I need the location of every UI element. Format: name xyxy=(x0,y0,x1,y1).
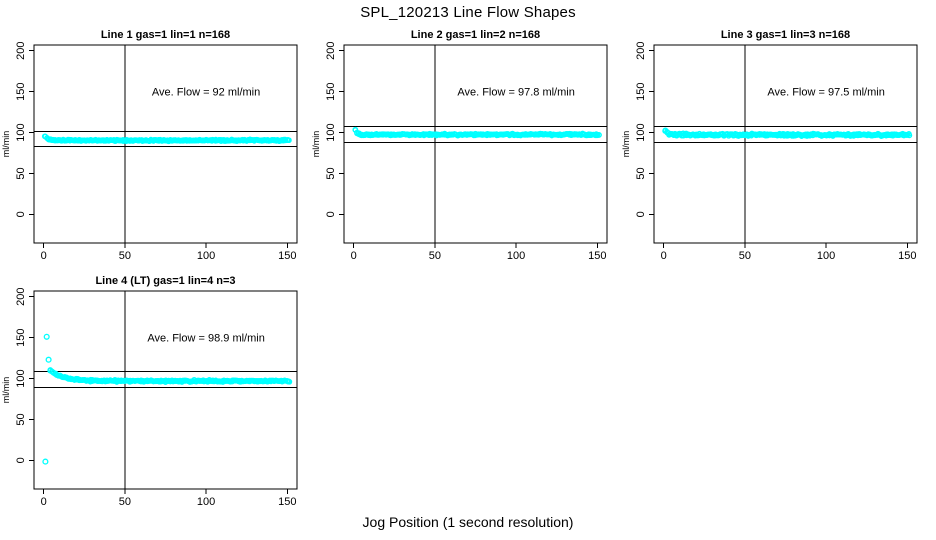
y-tick-label: 50 xyxy=(325,167,337,179)
ave-flow-annotation: Ave. Flow = 92 ml/min xyxy=(152,87,260,99)
x-tick-label: 0 xyxy=(41,496,47,506)
panel-line-3: Line 3 gas=1 lin=3 n=168 0 50 100 150 0 50 100 1… xyxy=(621,29,918,260)
ave-flow-annotation: Ave. Flow = 97.8 ml/min xyxy=(457,87,574,99)
y-tick-label: 150 xyxy=(15,82,27,100)
y-tick-label: 200 xyxy=(325,42,337,60)
panel-title: Line 2 gas=1 lin=2 n=168 xyxy=(411,29,540,41)
x-tick-label: 50 xyxy=(119,496,131,506)
y-tick-label: 0 xyxy=(325,211,337,217)
x-axis-caption: Jog Position (1 second resolution) xyxy=(362,514,574,530)
y-tick-label: 150 xyxy=(635,82,647,100)
x-tick-label: 150 xyxy=(588,250,606,260)
y-tick-label: 200 xyxy=(635,42,647,60)
data-points xyxy=(41,133,292,145)
panel-title: Line 4 (LT) gas=1 lin=4 n=3 xyxy=(95,275,235,287)
panel-line-1: Line 1 gas=1 lin=1 n=168 0 50 100 150 0 50 100 1… xyxy=(1,29,298,260)
x-tick-label: 150 xyxy=(278,496,296,506)
data-points xyxy=(662,127,913,139)
panel-title: Line 1 gas=1 lin=1 n=168 xyxy=(101,29,230,41)
panel-line-2: Line 2 gas=1 lin=2 n=168 0 50 100 150 0 50 100 1… xyxy=(311,29,608,260)
y-tick-label: 100 xyxy=(15,123,27,141)
y-tick-label: 50 xyxy=(15,413,27,425)
y-tick-label: 50 xyxy=(15,167,27,179)
y-axis-ticks: 0 50 100 150 200 xyxy=(15,42,34,217)
x-tick-label: 50 xyxy=(119,250,131,260)
y-axis-label: ml/min xyxy=(1,131,11,158)
x-tick-label: 100 xyxy=(197,250,215,260)
x-axis-ticks: 0 50 100 150 xyxy=(41,243,296,260)
ave-flow-annotation: Ave. Flow = 97.5 ml/min xyxy=(767,87,884,99)
panel-title: Line 3 gas=1 lin=3 n=168 xyxy=(721,29,850,41)
outlier-point xyxy=(42,458,49,465)
y-tick-label: 50 xyxy=(635,167,647,179)
x-axis-ticks: 0 50 100 150 xyxy=(351,243,606,260)
y-axis-label: ml/min xyxy=(621,131,631,158)
y-tick-label: 150 xyxy=(325,82,337,100)
ave-flow-annotation: Ave. Flow = 98.9 ml/min xyxy=(147,333,264,345)
outlier-point xyxy=(43,333,50,340)
plot-box xyxy=(343,44,608,244)
outlier-point xyxy=(45,356,52,363)
y-tick-label: 200 xyxy=(15,42,27,60)
x-tick-label: 150 xyxy=(278,250,296,260)
y-tick-label: 0 xyxy=(15,211,27,217)
x-tick-label: 0 xyxy=(351,250,357,260)
panel-line-4: Line 4 (LT) gas=1 lin=4 n=3 0 50 100 150 0 50 1… xyxy=(1,275,298,506)
x-tick-label: 0 xyxy=(41,250,47,260)
y-axis-ticks: 0 50 100 150 200 xyxy=(15,288,34,463)
x-tick-label: 150 xyxy=(898,250,916,260)
x-tick-label: 50 xyxy=(429,250,441,260)
x-tick-label: 100 xyxy=(817,250,835,260)
plot-box xyxy=(33,290,298,490)
y-tick-label: 150 xyxy=(15,328,27,346)
y-axis-label: ml/min xyxy=(1,377,11,404)
y-axis-ticks: 0 50 100 150 200 xyxy=(635,42,654,217)
y-axis-label: ml/min xyxy=(311,131,321,158)
plot-box xyxy=(653,44,918,244)
x-axis-ticks: 0 50 100 150 xyxy=(661,243,916,260)
data-points xyxy=(42,333,293,465)
y-tick-label: 100 xyxy=(325,123,337,141)
y-tick-label: 100 xyxy=(15,369,27,387)
x-tick-label: 100 xyxy=(197,496,215,506)
x-tick-label: 0 xyxy=(661,250,667,260)
y-tick-label: 100 xyxy=(635,123,647,141)
y-axis-ticks: 0 50 100 150 200 xyxy=(325,42,344,217)
figure-title: SPL_120213 Line Flow Shapes xyxy=(360,4,576,21)
x-tick-label: 50 xyxy=(739,250,751,260)
y-tick-label: 0 xyxy=(15,457,27,463)
y-tick-label: 0 xyxy=(635,211,647,217)
x-tick-label: 100 xyxy=(507,250,525,260)
plot-box xyxy=(33,44,298,244)
y-tick-label: 200 xyxy=(15,288,27,306)
data-points xyxy=(352,126,602,139)
x-axis-ticks: 0 50 100 150 xyxy=(41,489,296,506)
